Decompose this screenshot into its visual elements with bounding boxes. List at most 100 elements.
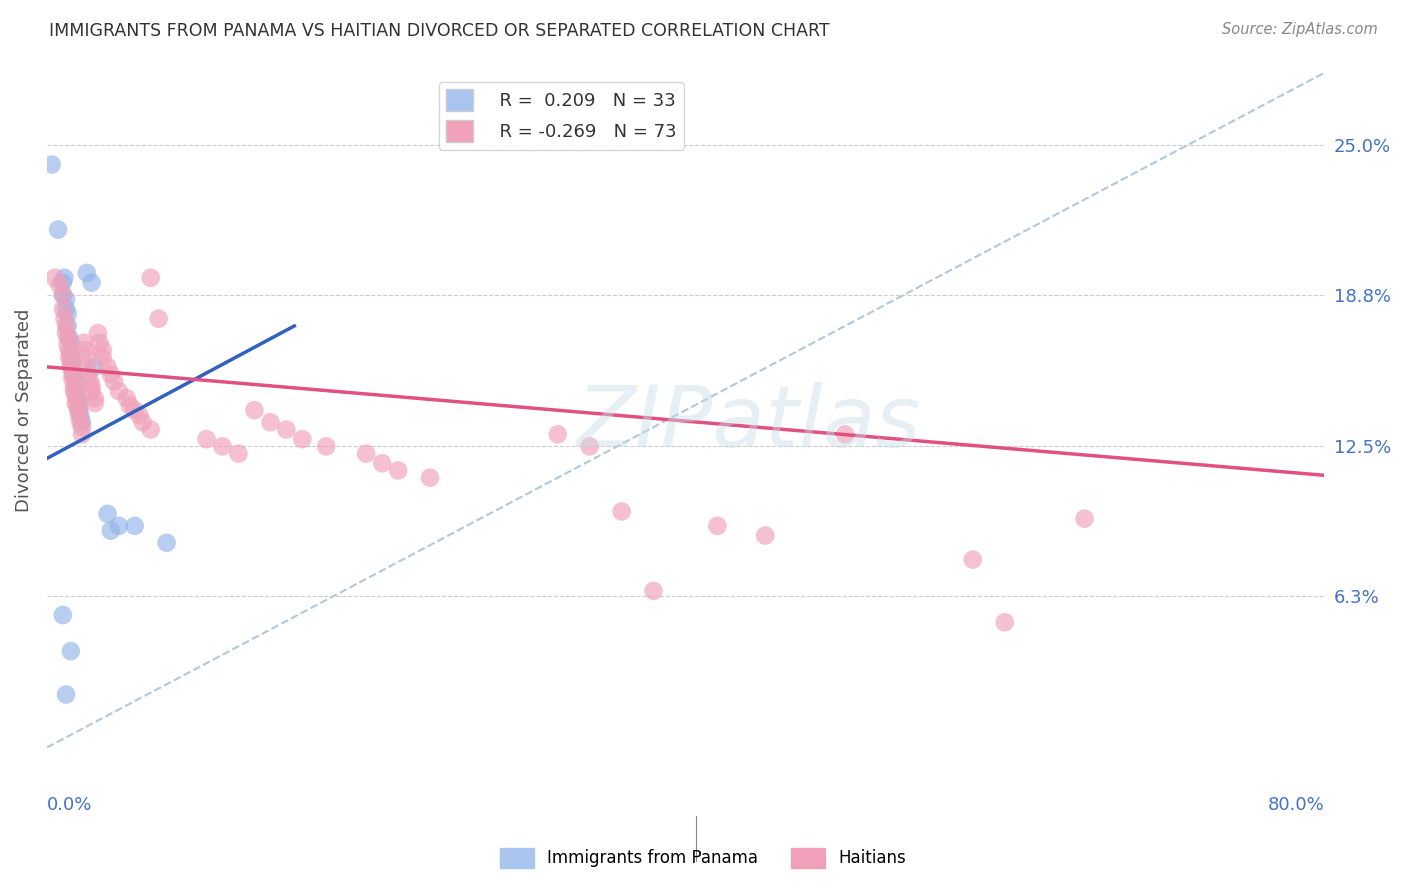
Legend: Immigrants from Panama, Haitians: Immigrants from Panama, Haitians xyxy=(494,841,912,875)
Point xyxy=(76,350,98,364)
Point xyxy=(1073,511,1095,525)
Point xyxy=(58,331,80,345)
Point xyxy=(52,287,75,301)
Text: ZIPatlas: ZIPatlas xyxy=(578,383,921,466)
Point xyxy=(70,415,93,429)
Point xyxy=(80,384,103,398)
Y-axis label: Divorced or Separated: Divorced or Separated xyxy=(15,309,32,512)
Point xyxy=(65,389,87,403)
Point xyxy=(76,359,98,374)
Point xyxy=(195,432,218,446)
Point xyxy=(83,359,105,374)
Point xyxy=(53,270,76,285)
Point xyxy=(315,439,337,453)
Point xyxy=(70,420,93,434)
Point xyxy=(67,396,90,410)
Point xyxy=(100,367,122,381)
Point xyxy=(55,326,77,340)
Point xyxy=(67,408,90,422)
Point xyxy=(63,384,86,398)
Point xyxy=(79,375,101,389)
Point xyxy=(243,403,266,417)
Point xyxy=(52,607,75,622)
Point xyxy=(131,415,153,429)
Point xyxy=(56,338,79,352)
Text: 80.0%: 80.0% xyxy=(1267,796,1324,814)
Point xyxy=(96,359,118,374)
Point xyxy=(276,423,298,437)
Point xyxy=(128,408,150,422)
Point xyxy=(259,415,281,429)
Point xyxy=(62,355,84,369)
Point xyxy=(115,391,138,405)
Point xyxy=(91,350,114,364)
Point xyxy=(89,335,111,350)
Point xyxy=(55,293,77,307)
Point xyxy=(67,403,90,417)
Text: Source: ZipAtlas.com: Source: ZipAtlas.com xyxy=(1222,22,1378,37)
Point xyxy=(371,456,394,470)
Point xyxy=(354,447,377,461)
Point xyxy=(46,222,69,236)
Text: 0.0%: 0.0% xyxy=(46,796,93,814)
Point xyxy=(834,427,856,442)
Point xyxy=(58,343,80,357)
Point xyxy=(387,463,409,477)
Point xyxy=(44,270,66,285)
Point xyxy=(59,359,82,374)
Point xyxy=(100,524,122,538)
Point xyxy=(53,311,76,326)
Point xyxy=(87,326,110,340)
Point xyxy=(56,331,79,345)
Point xyxy=(69,415,91,429)
Point xyxy=(107,384,129,398)
Point xyxy=(124,403,146,417)
Point xyxy=(63,379,86,393)
Point xyxy=(63,367,86,381)
Point xyxy=(72,335,94,350)
Point xyxy=(62,367,84,381)
Point xyxy=(211,439,233,453)
Point xyxy=(59,644,82,658)
Point xyxy=(70,427,93,442)
Point xyxy=(66,391,89,405)
Point xyxy=(55,301,77,316)
Legend:   R =  0.209   N = 33,   R = -0.269   N = 73: R = 0.209 N = 33, R = -0.269 N = 73 xyxy=(439,82,683,150)
Point xyxy=(91,343,114,357)
Point xyxy=(62,372,84,386)
Point xyxy=(55,318,77,333)
Point xyxy=(124,519,146,533)
Point xyxy=(80,379,103,393)
Point xyxy=(55,688,77,702)
Point xyxy=(48,277,70,292)
Point xyxy=(419,471,441,485)
Point xyxy=(62,362,84,376)
Point xyxy=(107,519,129,533)
Point xyxy=(59,348,82,362)
Point xyxy=(754,528,776,542)
Point xyxy=(148,311,170,326)
Point xyxy=(69,408,91,422)
Point xyxy=(80,276,103,290)
Point xyxy=(578,439,600,453)
Point xyxy=(58,350,80,364)
Point xyxy=(83,391,105,405)
Point xyxy=(41,157,63,171)
Point xyxy=(96,507,118,521)
Point xyxy=(76,266,98,280)
Point xyxy=(291,432,314,446)
Point xyxy=(52,276,75,290)
Text: IMMIGRANTS FROM PANAMA VS HAITIAN DIVORCED OR SEPARATED CORRELATION CHART: IMMIGRANTS FROM PANAMA VS HAITIAN DIVORC… xyxy=(49,22,830,40)
Point xyxy=(56,307,79,321)
Point xyxy=(706,519,728,533)
Point xyxy=(156,535,179,549)
Point xyxy=(103,375,125,389)
Point xyxy=(994,615,1017,630)
Point xyxy=(65,384,87,398)
Point xyxy=(67,403,90,417)
Point xyxy=(77,367,100,381)
Point xyxy=(547,427,569,442)
Point xyxy=(139,270,162,285)
Point xyxy=(66,399,89,413)
Point xyxy=(118,399,141,413)
